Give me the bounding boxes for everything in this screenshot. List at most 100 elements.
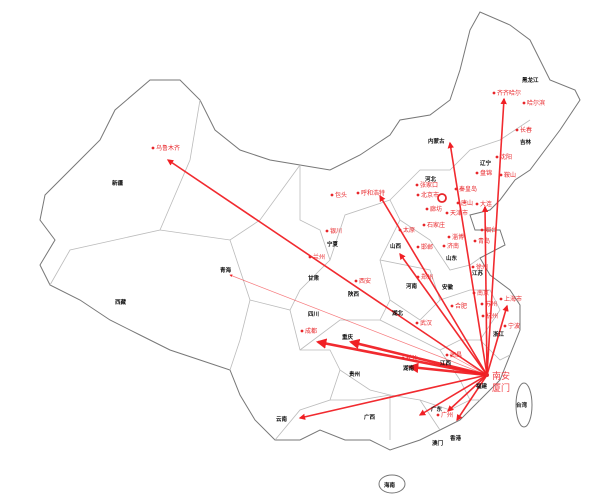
city-dot — [416, 193, 420, 197]
province-label: 黑龙江 — [522, 76, 539, 84]
beijing-capital-icon — [437, 193, 447, 203]
country-outline — [39, 11, 581, 494]
city-label: 长春 — [520, 126, 532, 134]
city-dot — [308, 255, 312, 259]
province-label: 广西 — [364, 413, 376, 421]
city-dot — [445, 353, 449, 357]
city-dot — [325, 229, 329, 233]
city-dot — [471, 265, 475, 269]
city-label: 石家庄 — [427, 221, 445, 229]
city-label: 邯郸 — [421, 243, 433, 251]
city-dot — [422, 223, 426, 227]
city-dot — [450, 304, 454, 308]
route-arrow — [166, 159, 488, 376]
province-label: 青海 — [220, 266, 232, 274]
route-arrow — [447, 374, 488, 412]
province-label: 湖北 — [392, 309, 404, 317]
city-label: 唐山 — [461, 199, 473, 207]
province-label: 福建 — [475, 382, 488, 390]
city-label: 长沙 — [406, 354, 418, 362]
province-label: 云南 — [276, 415, 288, 423]
city-dot — [472, 291, 476, 295]
origin-label: 南安 — [492, 370, 510, 382]
province-label: 江西 — [440, 359, 452, 367]
route-arrow — [481, 205, 489, 376]
province-label: 广东 — [431, 405, 443, 413]
route-arrow — [486, 97, 507, 376]
province-label: 湖南 — [403, 364, 415, 372]
city-label: 太原 — [403, 226, 415, 234]
route-arrow — [399, 252, 488, 376]
province-label: 宁夏 — [327, 240, 339, 248]
province-label: 陕西 — [348, 290, 360, 298]
route-arrow — [229, 274, 488, 376]
province-label: 甘肃 — [308, 274, 320, 282]
route-arrow — [449, 354, 488, 376]
city-dot — [398, 228, 402, 232]
origin-dot — [485, 373, 489, 377]
city-label: 呼和浩特 — [361, 189, 385, 197]
city-label: 烟台 — [485, 226, 497, 234]
route-arrow — [447, 141, 488, 376]
city-label: 乌鲁木齐 — [156, 144, 180, 152]
city-label: 盘锦 — [480, 169, 492, 177]
route-arrow — [298, 374, 488, 420]
province-label: 辽宁 — [480, 159, 492, 167]
province-label: 海南 — [384, 481, 396, 489]
province-label: 山东 — [446, 254, 458, 262]
route-arrow — [418, 374, 488, 416]
city-dot — [481, 314, 485, 318]
city-label: 淄博 — [452, 233, 464, 241]
origin-secondary-label: 厦门 — [492, 382, 510, 394]
province-borders — [49, 99, 531, 441]
province-label: 河北 — [425, 175, 437, 183]
city-label: 哈尔滨 — [527, 99, 545, 107]
city-dot — [492, 91, 496, 95]
city-dot — [416, 275, 420, 279]
city-dot — [522, 101, 526, 105]
city-label: 济南 — [447, 242, 459, 250]
city-label: 包头 — [335, 191, 347, 199]
city-label: 南昌 — [450, 351, 462, 359]
city-dot — [475, 202, 479, 206]
city-dot — [473, 239, 477, 243]
city-label: 鞍山 — [504, 171, 516, 179]
city-dot — [151, 146, 155, 150]
city-label: 上海市 — [504, 295, 522, 303]
route-arrow — [407, 362, 488, 377]
city-dot — [415, 321, 419, 325]
city-label: 齐齐哈尔 — [497, 89, 521, 97]
city-dots — [151, 91, 526, 417]
city-label: 天津市 — [450, 209, 468, 217]
city-label: 兰州 — [313, 253, 325, 261]
taiwan-island — [515, 382, 533, 428]
city-dot — [442, 244, 446, 248]
province-label: 河南 — [406, 282, 418, 290]
city-dot — [503, 324, 507, 328]
province-label: 吉林 — [520, 138, 532, 146]
province-label: 贵州 — [349, 370, 361, 378]
hainan-island — [378, 474, 406, 494]
city-label: 银川 — [330, 227, 342, 235]
route-arrow — [348, 338, 488, 377]
city-dot — [480, 302, 484, 306]
city-dot — [475, 171, 479, 175]
city-label: 秦皇岛 — [459, 185, 477, 193]
city-label: 大连 — [480, 200, 492, 208]
city-label: 郑州 — [421, 273, 433, 281]
province-label: 内蒙古 — [428, 137, 445, 145]
province-label: 香港 — [450, 434, 462, 442]
city-dot — [456, 201, 460, 205]
city-dot — [495, 155, 499, 159]
province-label: 安徽 — [442, 283, 454, 291]
route-arrow — [486, 304, 509, 376]
province-label: 四川 — [308, 311, 320, 318]
city-label: 张家口 — [420, 181, 438, 189]
city-dot — [356, 191, 360, 195]
city-label: 西安 — [359, 277, 371, 285]
city-dot — [436, 413, 440, 417]
city-label: 徐州 — [476, 263, 488, 271]
city-label: 成都 — [305, 327, 317, 335]
